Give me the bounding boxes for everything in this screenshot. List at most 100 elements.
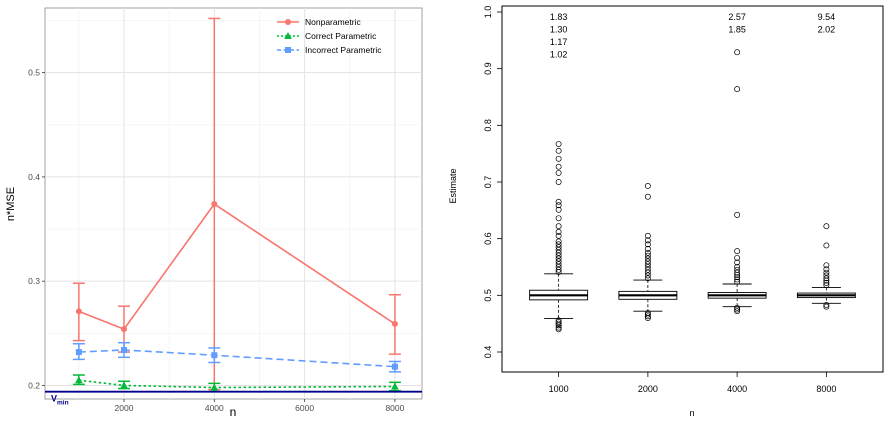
right-axis-ticks: 0.4 0.5 0.6 0.7 0.8 0.9 1.0 1000 2000 4000 8000	[483, 6, 836, 394]
legend-label: Incorrect Parametric	[305, 45, 382, 55]
outlier-point	[555, 261, 562, 268]
series-line	[78, 202, 396, 331]
legend-label: Correct Parametric	[305, 31, 377, 41]
off-scale-value: 1.02	[550, 50, 568, 60]
series-nonparametric	[72, 17, 401, 391]
legend-marker	[285, 19, 291, 25]
outlier-point	[555, 266, 562, 273]
outlier-point	[644, 266, 651, 273]
outlier-point	[644, 261, 651, 268]
y-tick-label: 1.0	[483, 6, 493, 19]
data-point	[75, 349, 82, 356]
outlier-point	[644, 252, 651, 259]
legend-marker	[285, 47, 291, 53]
outlier-point	[734, 278, 741, 285]
outlier-point	[644, 255, 651, 262]
x-tick-label: 4000	[727, 384, 747, 394]
left-y-axis-label: n*MSE	[5, 187, 17, 221]
mse-line-chart: 2000 4000 6000 8000 0.2 0.3 0.4 0.5 Vmin Nonpar…	[5, 7, 423, 419]
outlier-point	[555, 264, 562, 270]
data-point	[120, 381, 128, 389]
y-tick-label: 0.4	[483, 346, 493, 359]
outlier-point	[734, 304, 741, 311]
outlier-point	[555, 147, 562, 154]
right-y-axis-label: Estimate	[448, 168, 458, 203]
outlier-point	[644, 232, 651, 239]
data-point	[210, 383, 219, 391]
left-series	[72, 17, 401, 393]
box-4000: 2.57 1.85	[707, 12, 767, 315]
outlier-point	[555, 202, 562, 209]
outlier-point	[734, 274, 741, 281]
outlier-point	[734, 49, 741, 56]
outlier-point	[823, 282, 830, 289]
off-scale-value: 1.17	[550, 37, 568, 47]
outlier-point	[555, 179, 562, 185]
outlier-point	[644, 311, 651, 318]
outlier-point	[555, 232, 562, 239]
outlier-point	[734, 248, 741, 255]
outlier-point	[734, 264, 741, 270]
right-plot-box	[501, 5, 884, 373]
estimate-boxplot: 0.4 0.5 0.6 0.7 0.8 0.9 1.0 1000 2000 4000 8000 1.…	[448, 5, 884, 418]
x-tick-label: 8000	[385, 403, 404, 413]
outlier-point	[555, 320, 562, 327]
y-tick-label: 0.5	[483, 289, 493, 302]
outlier-point	[555, 169, 562, 176]
outlier-point	[555, 247, 562, 253]
vmin-reference-line: Vmin	[45, 390, 422, 407]
outlier-point	[555, 241, 562, 248]
outlier-point	[555, 198, 562, 205]
outlier-point	[644, 249, 651, 256]
outlier-point	[823, 279, 830, 286]
data-point	[211, 352, 218, 359]
legend-marker	[284, 32, 292, 39]
outlier-point	[644, 272, 651, 279]
outlier-point	[734, 86, 741, 93]
series-correct-parametric	[72, 374, 401, 393]
off-scale-value: 9.54	[818, 12, 836, 22]
outlier-point	[823, 266, 830, 273]
y-tick-label: 0.3	[28, 276, 40, 286]
data-point	[75, 376, 83, 384]
box-1000: 1.83 1.30 1.17 1.02	[529, 12, 589, 333]
outlier-point	[555, 155, 562, 162]
outlier-point	[555, 324, 562, 331]
legend-label: Nonparametric	[305, 17, 361, 27]
y-tick-label: 0.4	[28, 172, 40, 182]
outlier-point	[644, 237, 651, 244]
outlier-point	[555, 319, 562, 325]
outlier-point	[734, 211, 741, 218]
x-tick-label: 1000	[549, 384, 569, 394]
x-tick-label: 2000	[115, 403, 134, 413]
outlier-point	[734, 306, 741, 313]
y-tick-label: 0.5	[28, 68, 40, 78]
y-tick-label: 0.9	[483, 62, 493, 75]
data-point	[211, 201, 218, 208]
outlier-point	[644, 183, 651, 189]
x-tick-label: 6000	[295, 403, 314, 413]
off-scale-value: 1.83	[550, 12, 568, 22]
off-scale-value: 2.02	[818, 25, 836, 35]
outlier-point	[644, 275, 651, 282]
data-point	[121, 346, 128, 353]
y-tick-label: 0.2	[28, 380, 40, 390]
outlier-point	[734, 276, 741, 283]
outlier-point	[644, 269, 651, 276]
outlier-point	[555, 228, 562, 235]
outlier-point	[644, 245, 651, 252]
outlier-point	[644, 258, 651, 265]
series-incorrect-parametric	[72, 341, 401, 373]
left-x-axis-label: n	[230, 405, 237, 419]
data-point	[75, 308, 82, 315]
outlier-point	[644, 264, 651, 270]
y-tick-label: 0.8	[483, 119, 493, 132]
outlier-point	[555, 223, 562, 230]
outlier-point	[555, 317, 562, 324]
outlier-point	[734, 266, 741, 273]
box-2000	[618, 183, 678, 321]
outlier-point	[823, 302, 830, 308]
outlier-point	[734, 254, 741, 261]
series-line	[78, 379, 395, 389]
